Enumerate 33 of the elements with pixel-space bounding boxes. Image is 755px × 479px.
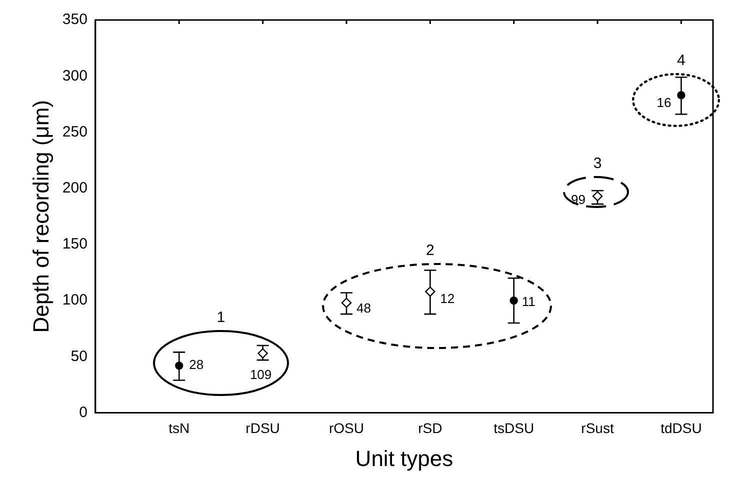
y-tick-label: 150 <box>62 236 88 253</box>
x-tick-label: rOSU <box>328 420 364 436</box>
annotation: 4 <box>677 52 686 70</box>
x-tick-label: tsDSU <box>494 420 534 436</box>
y-tick-label: 200 <box>62 179 88 196</box>
y-axis-title: Depth of recording (μm) <box>28 100 54 333</box>
annotation: 1 <box>216 309 226 326</box>
x-tick-label: rSD <box>418 420 442 436</box>
annotation: 3 <box>593 155 602 172</box>
y-tick-label: 300 <box>62 67 88 84</box>
x-tick-label: rDSU <box>246 420 280 436</box>
annotation: 2 <box>426 242 434 260</box>
annotation: 12 <box>440 291 455 306</box>
x-axis-title: Unit types <box>355 446 454 471</box>
y-tick-label: 50 <box>70 348 88 365</box>
y-tick-label: 0 <box>79 404 88 421</box>
point <box>510 296 518 305</box>
annotation: 11 <box>522 294 536 310</box>
annotation: 109 <box>250 366 272 382</box>
x-tick-label: tsN <box>168 420 190 436</box>
x-tick-label: tdDSU <box>660 420 702 436</box>
y-tick-label: 100 <box>62 292 88 309</box>
annotation: 16 <box>656 94 672 110</box>
y-tick-label: 350 <box>62 11 88 28</box>
annotation: 28 <box>189 357 204 372</box>
annotation: 48 <box>356 300 371 316</box>
point <box>425 286 436 297</box>
x-tick-label: rSust <box>581 420 614 436</box>
point <box>175 362 184 370</box>
point <box>592 191 603 202</box>
point <box>677 91 686 100</box>
y-tick-label: 250 <box>62 123 88 140</box>
point <box>341 298 352 308</box>
